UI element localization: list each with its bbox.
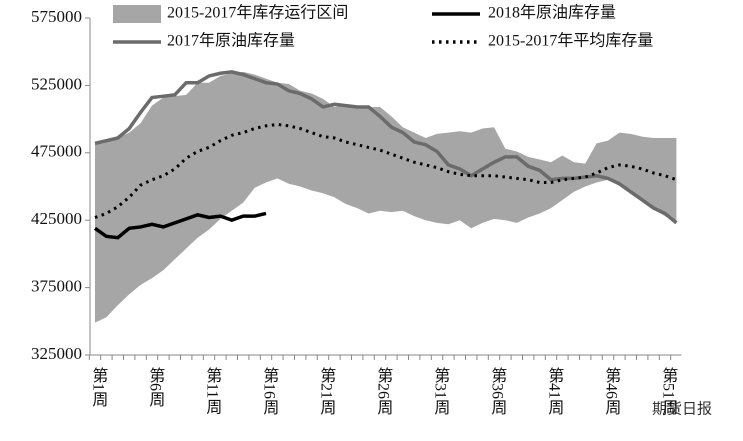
- x-tick-label: 第41周: [545, 367, 564, 416]
- x-tick-label: 第26周: [374, 367, 393, 416]
- legend-label: 2015-2017年平均库存量: [488, 32, 653, 50]
- x-tick-label: 第31周: [431, 367, 450, 416]
- legend-swatch: [113, 5, 161, 23]
- legend-label: 2017年原油库存量: [167, 32, 295, 50]
- x-tick-label: 第11周: [203, 367, 222, 415]
- series-line: [93, 211, 267, 240]
- x-tick-label: 第1周: [89, 367, 108, 408]
- x-tick-label: 第46周: [602, 367, 621, 416]
- y-tick-label: 425000: [31, 209, 82, 228]
- y-tick-label: 525000: [31, 74, 82, 93]
- x-tick-label: 第16周: [260, 367, 279, 416]
- x-tick-label: 第51周: [659, 367, 678, 416]
- y-tick-label: 375000: [31, 277, 82, 296]
- y-tick-label: 575000: [31, 7, 82, 26]
- x-tick-label: 第36周: [488, 367, 507, 416]
- legend-label: 2018年原油库存量: [488, 4, 616, 22]
- y-tick-label: 475000: [31, 142, 82, 161]
- y-tick-label: 325000: [31, 344, 82, 363]
- x-tick-label: 第6周: [146, 367, 165, 408]
- series-line: [94, 122, 677, 219]
- range-area: [95, 71, 677, 323]
- watermark: 期货日报: [652, 400, 712, 417]
- legend-label: 2015-2017年库存运行区间: [167, 4, 348, 22]
- x-tick-label: 第21周: [317, 367, 336, 416]
